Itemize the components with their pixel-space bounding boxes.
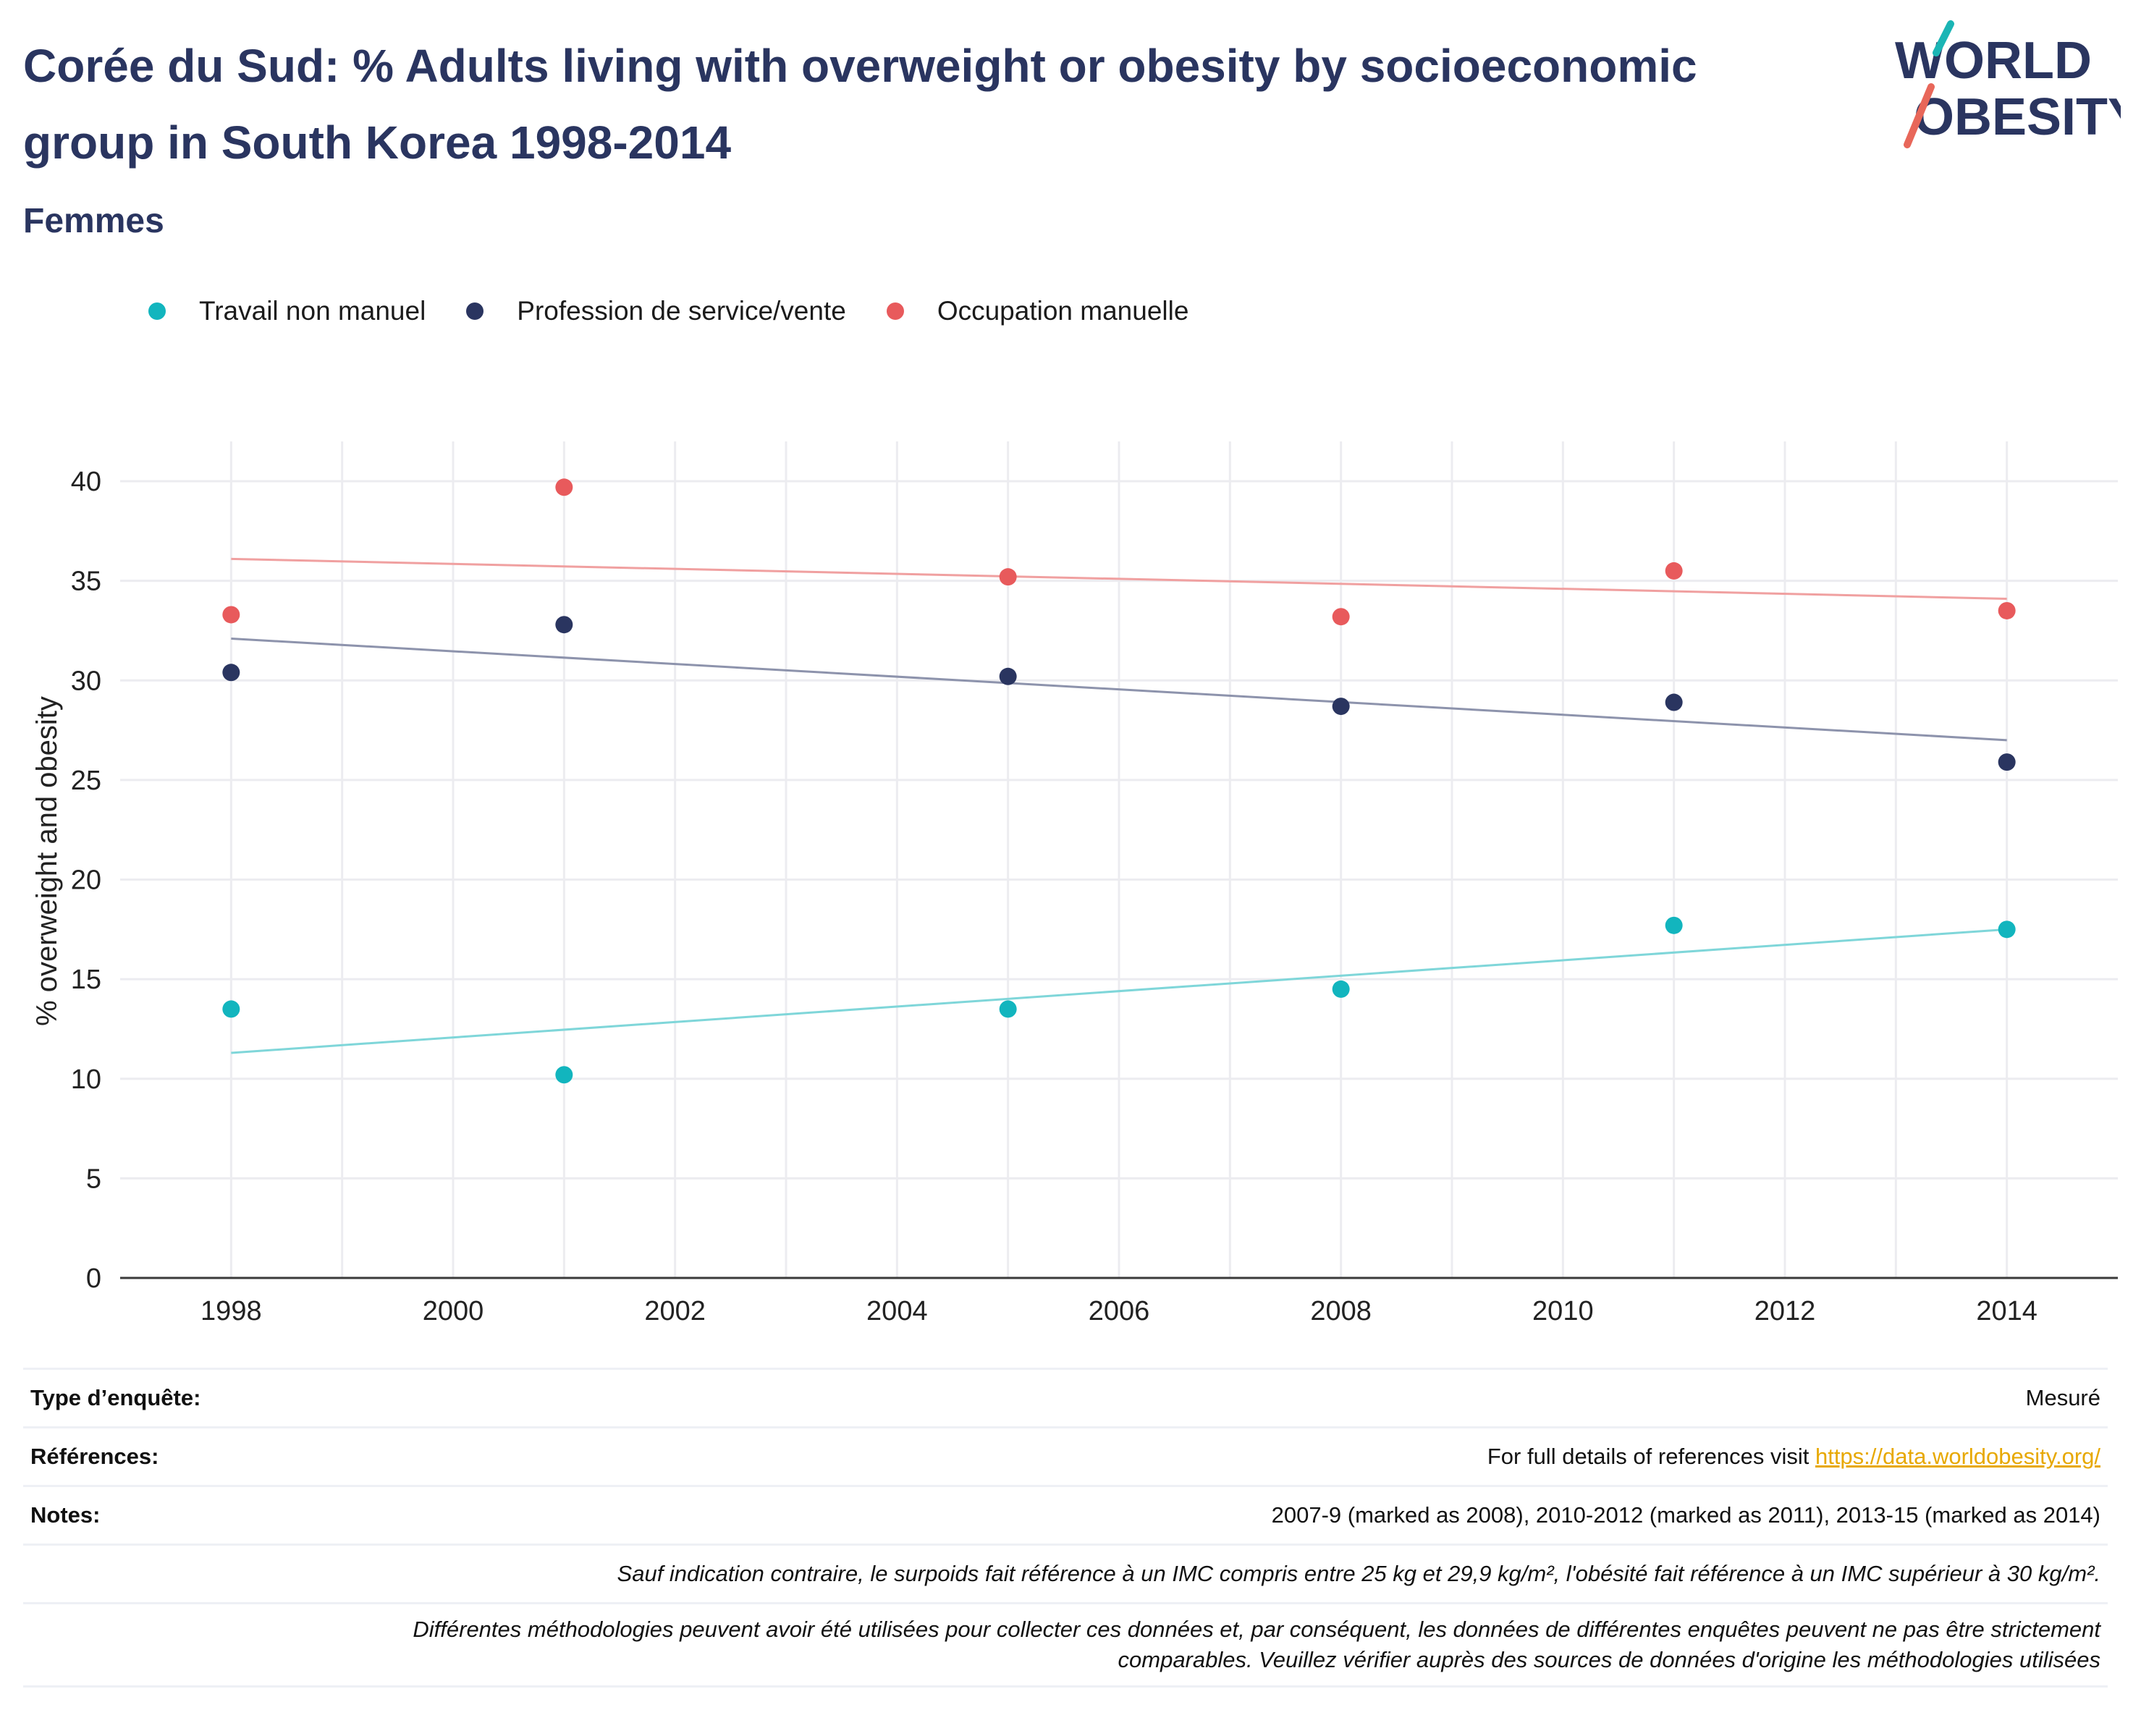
y-tick-label: 30 — [71, 666, 101, 696]
data-point-series-1 — [1665, 693, 1683, 711]
legend-item-manual[interactable]: Occupation manuelle — [886, 296, 1189, 326]
legend-marker-service-sales — [466, 302, 484, 320]
legend-item-service-sales[interactable]: Profession de service/vente — [466, 296, 846, 326]
legend-marker-non-manual — [148, 302, 166, 320]
data-point-series-1 — [222, 664, 240, 682]
data-point-series-1 — [555, 616, 573, 634]
methodology-line2: comparables. Veuillez vérifier auprès de… — [1118, 1647, 2100, 1672]
x-tick-label: 2010 — [1532, 1296, 1594, 1326]
data-point-series-2 — [999, 568, 1017, 586]
logo-line2: OBESITY — [1914, 88, 2121, 146]
y-tick-label: 5 — [86, 1164, 101, 1194]
survey-type-row: Type d’enquête: Mesuré — [23, 1368, 2108, 1426]
x-tick-label: 2014 — [1976, 1296, 2037, 1326]
x-tick-label: 2008 — [1310, 1296, 1372, 1326]
references-prefix: For full details of references visit — [1487, 1444, 1815, 1469]
logo-line1: WORLD — [1895, 32, 2092, 90]
y-tick-label: 20 — [71, 865, 101, 896]
methodology-text: Différentes méthodologies peuvent avoir … — [30, 1604, 2100, 1685]
y-tick-label: 35 — [71, 567, 101, 597]
data-point-series-2 — [222, 606, 240, 624]
data-point-series-1 — [1332, 698, 1350, 716]
logo-red-slash — [1904, 83, 1935, 148]
data-point-series-0 — [222, 1000, 240, 1018]
y-axis-title: % overweight and obesity — [31, 696, 63, 1026]
references-label: Références: — [30, 1444, 159, 1469]
info-table: Type d’enquête: Mesuré Références: For f… — [23, 1368, 2108, 1688]
definition-row: Sauf indication contraire, le surpoids f… — [23, 1544, 2108, 1602]
grid-layer — [120, 441, 2118, 1278]
data-point-series-0 — [1332, 980, 1350, 998]
notes-value: 2007-9 (marked as 2008), 2010-2012 (mark… — [1271, 1502, 2100, 1528]
trendline-series-2 — [231, 557, 2007, 600]
scatter-chart: 1998 2000 2002 2004 2006 2008 2010 2012 2014 0 5 10… — [31, 441, 2118, 1326]
legend-label-non-manual: Travail non manuel — [199, 296, 426, 326]
data-point-series-0 — [1665, 916, 1683, 934]
x-tick-label: 2006 — [1089, 1296, 1150, 1326]
point-layer — [222, 478, 2016, 1084]
references-row: Références: For full details of referenc… — [23, 1426, 2108, 1485]
x-tick-label: 2000 — [423, 1296, 484, 1326]
survey-type-value: Mesuré — [2025, 1385, 2100, 1410]
notes-row: Notes: 2007-9 (marked as 2008), 2010-201… — [23, 1485, 2108, 1544]
survey-type-label: Type d’enquête: — [30, 1385, 201, 1410]
y-tick-label: 15 — [71, 965, 101, 995]
data-point-series-1 — [999, 667, 1017, 685]
legend-label-service-sales: Profession de service/vente — [517, 296, 846, 326]
data-point-series-1 — [1998, 753, 2016, 771]
legend-item-non-manual[interactable]: Travail non manuel — [148, 296, 426, 326]
references-value: For full details of references visit htt… — [1487, 1444, 2100, 1470]
references-link[interactable]: https://data.worldobesity.org/ — [1815, 1444, 2100, 1469]
x-tick-label: 2004 — [866, 1296, 928, 1326]
notes-label: Notes: — [30, 1502, 101, 1528]
chart-legend: Travail non manuel Profession de service… — [148, 289, 1188, 333]
methodology-line1: Différentes méthodologies peuvent avoir … — [413, 1617, 2100, 1642]
data-point-series-2 — [1998, 601, 2016, 619]
chart-subtitle: Femmes — [23, 202, 164, 240]
legend-marker-manual — [886, 302, 904, 320]
definition-text: Sauf indication contraire, le surpoids f… — [617, 1561, 2100, 1586]
data-point-series-2 — [1332, 608, 1350, 626]
y-tick-label: 25 — [71, 766, 101, 796]
x-tick-label: 1998 — [200, 1296, 262, 1326]
methodology-row: Différentes méthodologies peuvent avoir … — [23, 1602, 2108, 1688]
y-tick-label: 10 — [71, 1064, 101, 1095]
world-obesity-logo: WORLD OBESITY — [1895, 20, 2121, 148]
legend-label-manual: Occupation manuelle — [937, 296, 1189, 326]
trendline-series-1 — [231, 637, 2007, 742]
trendline-series-0 — [231, 928, 2007, 1054]
x-tick-label: 2012 — [1754, 1296, 1816, 1326]
axis-layer: 1998 2000 2002 2004 2006 2008 2010 2012 2014 0 5 10… — [71, 467, 2118, 1326]
y-tick-label: 40 — [71, 467, 101, 497]
data-point-series-0 — [1998, 920, 2016, 939]
logo-teal-slash — [1933, 20, 1954, 56]
data-point-series-0 — [555, 1066, 573, 1084]
data-point-series-2 — [1665, 562, 1683, 580]
y-tick-label: 0 — [86, 1263, 101, 1294]
data-point-series-2 — [555, 478, 573, 496]
data-point-series-0 — [999, 1000, 1017, 1018]
trend-layer — [231, 557, 2007, 1054]
x-tick-label: 2002 — [644, 1296, 706, 1326]
chart-title: Corée du Sud: % Adults living with overw… — [23, 40, 1697, 169]
